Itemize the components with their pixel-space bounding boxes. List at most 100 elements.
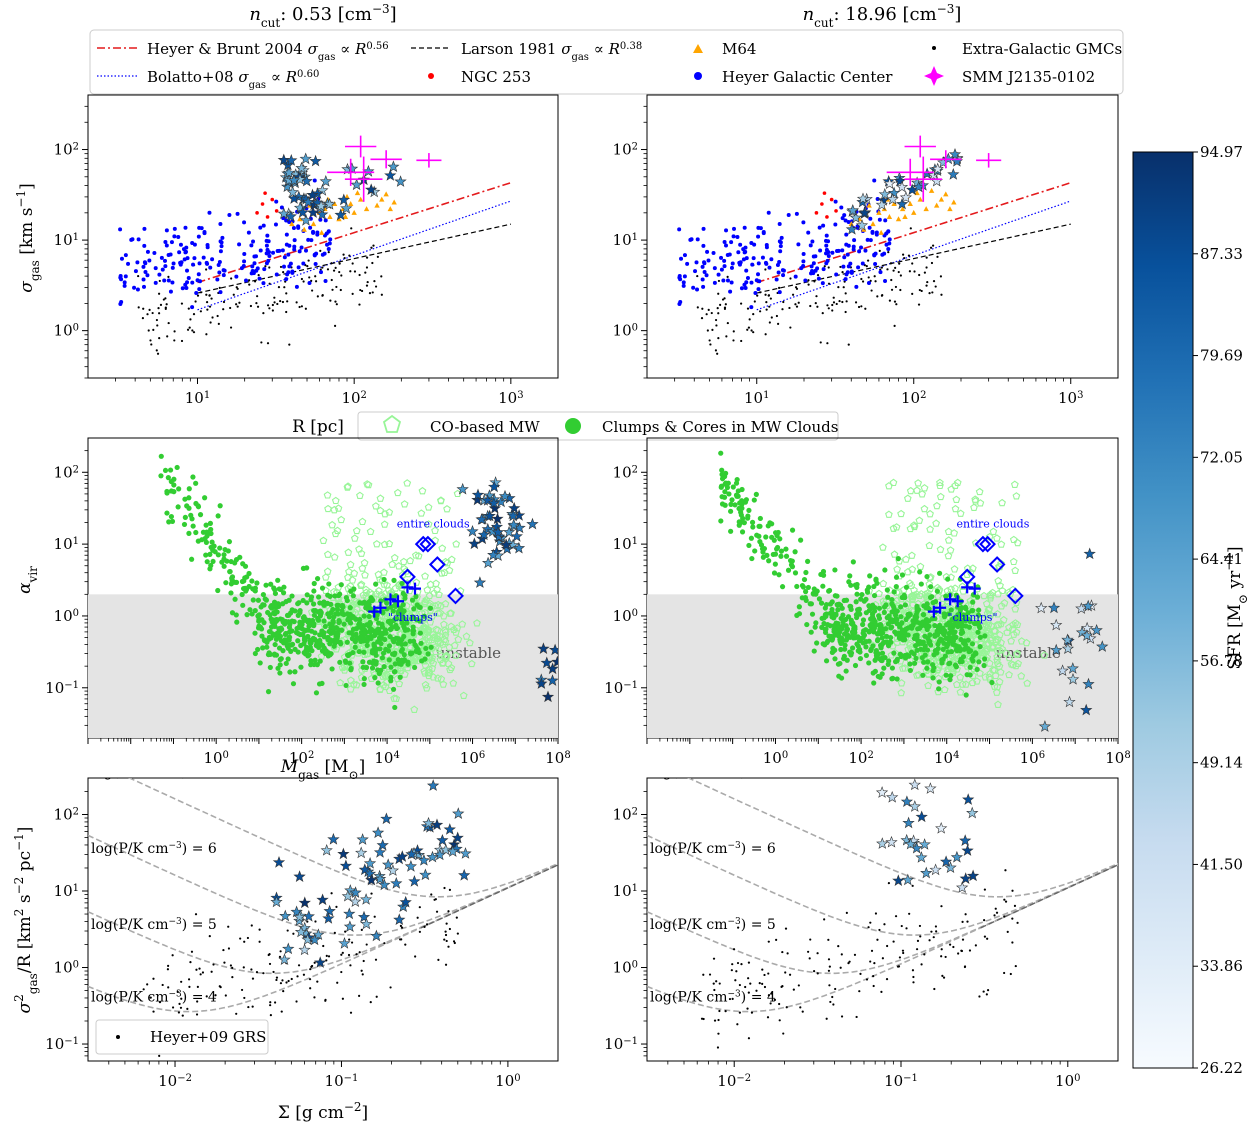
simulated-cloud-star xyxy=(537,642,550,655)
row1-y-tick-label: 102 xyxy=(54,141,79,159)
heyer-grs-point xyxy=(306,920,309,923)
clumps-cores-point xyxy=(915,606,922,613)
clumps-cores-point xyxy=(302,636,308,642)
extragalactic-gmc-point xyxy=(767,294,770,297)
clumps-cores-point xyxy=(407,650,414,656)
extragalactic-gmc-point xyxy=(791,293,795,296)
heyer-gc-point xyxy=(118,227,123,232)
simulated-cloud-star xyxy=(308,933,321,946)
heyer-gc-point xyxy=(752,242,757,247)
co-based-mw-point xyxy=(452,651,460,659)
heyer-grs-point xyxy=(290,977,293,981)
pressure-label-pre: log(P/K cm xyxy=(650,917,728,933)
co-based-mw-point xyxy=(897,509,905,518)
clumps-cores-point xyxy=(945,576,951,582)
extragalactic-gmc-point xyxy=(913,270,916,273)
clumps-cores-point xyxy=(383,646,389,653)
co-based-mw-point xyxy=(914,479,923,487)
row1-y-tick-label: 100 xyxy=(613,322,638,340)
clumps-cores-point xyxy=(871,583,877,590)
clumps-cores-point xyxy=(958,604,965,611)
heyer-grs-point xyxy=(769,1002,772,1005)
extragalactic-gmc-point xyxy=(887,250,890,254)
clumps-cores-point xyxy=(719,467,725,473)
heyer-gc-point xyxy=(145,249,150,254)
heyer-gc-point xyxy=(292,244,297,249)
co-based-mw-point xyxy=(944,551,953,560)
co-based-mw-point xyxy=(425,654,434,662)
legend-larson-name: Larson 1981 xyxy=(461,40,561,58)
clumps-cores-point xyxy=(819,624,825,630)
simulated-cloud-star xyxy=(491,525,505,538)
heyer-gc-point xyxy=(725,278,730,283)
m64-point xyxy=(391,199,397,205)
co-based-mw-point xyxy=(362,585,370,594)
legend-heyer-r: R xyxy=(354,40,366,58)
simulated-cloud-star xyxy=(886,193,899,205)
clumps-cores-point xyxy=(884,633,890,639)
heyer-gc-point xyxy=(859,245,864,250)
clumps-cores-point xyxy=(838,646,844,653)
heyer-grs-point xyxy=(229,964,233,967)
clumps-cores-point xyxy=(892,617,898,623)
clumps-cores-point xyxy=(259,617,265,623)
simulated-cloud-star xyxy=(363,867,377,880)
co-based-mw-point xyxy=(916,562,925,570)
simulated-cloud-star xyxy=(340,201,353,214)
clumps-cores-point xyxy=(899,572,906,578)
heyer-gc-point xyxy=(736,250,741,255)
heyer-gc-point xyxy=(119,277,124,282)
co-based-mw-point xyxy=(405,609,413,618)
simulated-cloud-star xyxy=(473,576,487,588)
clumps-cores-point xyxy=(921,659,927,665)
row1-x-tick-base: 10 xyxy=(341,389,360,407)
co-based-mw-point xyxy=(993,656,1002,664)
clumps-cores-point xyxy=(306,652,312,658)
clumps-cores-point xyxy=(376,620,382,626)
heyer-gc-point xyxy=(163,264,168,269)
clumps-cores-point xyxy=(965,616,971,622)
clumps-cores-point xyxy=(889,596,895,603)
clumps-cores-point xyxy=(876,605,883,611)
clumps-cores-point xyxy=(734,493,740,499)
clumps-cores-point xyxy=(260,645,266,651)
extragalactic-gmc-point xyxy=(813,280,816,283)
extragalactic-gmc-point xyxy=(832,301,836,304)
clumps-cores-point xyxy=(273,636,280,642)
clumps-cores-point xyxy=(383,630,389,636)
m64-point xyxy=(351,209,357,215)
extragalactic-gmc-point xyxy=(205,293,208,296)
row1-y-tick-label: 101 xyxy=(613,231,638,249)
clumps-cores-point xyxy=(821,620,827,627)
co-based-mw-point xyxy=(429,633,438,641)
legend-clumps-text: Clumps & Cores in MW Clouds xyxy=(602,418,838,436)
row2-x-tick-base: 10 xyxy=(374,749,393,767)
heyer-grs-point xyxy=(447,910,450,913)
heyer-gc-point xyxy=(803,278,808,283)
row1-x-tick-exp: 3 xyxy=(517,390,523,401)
simulated-cloud-star xyxy=(306,206,320,218)
simulated-cloud-star xyxy=(1075,626,1089,638)
extragalactic-gmc-point xyxy=(932,280,936,283)
heyer-gc-point xyxy=(723,243,728,248)
clumps-cores-point xyxy=(852,624,858,630)
heyer-grs-point xyxy=(243,940,246,943)
heyer-gc-point xyxy=(778,244,783,249)
clumps-cores-point xyxy=(849,633,855,640)
simulated-cloud-star xyxy=(299,214,313,226)
clumps-cores-point xyxy=(718,518,724,524)
heyer-grs-point xyxy=(961,938,965,941)
clumps-cores-point xyxy=(197,512,204,518)
extragalactic-gmc-point xyxy=(173,330,176,333)
heyer-grs-point xyxy=(195,968,198,971)
heyer-grs-point xyxy=(840,1015,844,1018)
row2-y-tick-base: 10 xyxy=(613,607,632,625)
simulated-cloud-star xyxy=(419,868,432,881)
row1-x-tick-base: 10 xyxy=(498,389,517,407)
heyer-gc-point xyxy=(309,238,314,243)
row2-legend-box xyxy=(357,411,839,441)
extragalactic-gmc-point xyxy=(723,297,726,300)
clumps-cores-point xyxy=(857,655,864,662)
heyer-gc-point xyxy=(756,225,761,230)
extragalactic-gmc-point xyxy=(826,342,829,345)
